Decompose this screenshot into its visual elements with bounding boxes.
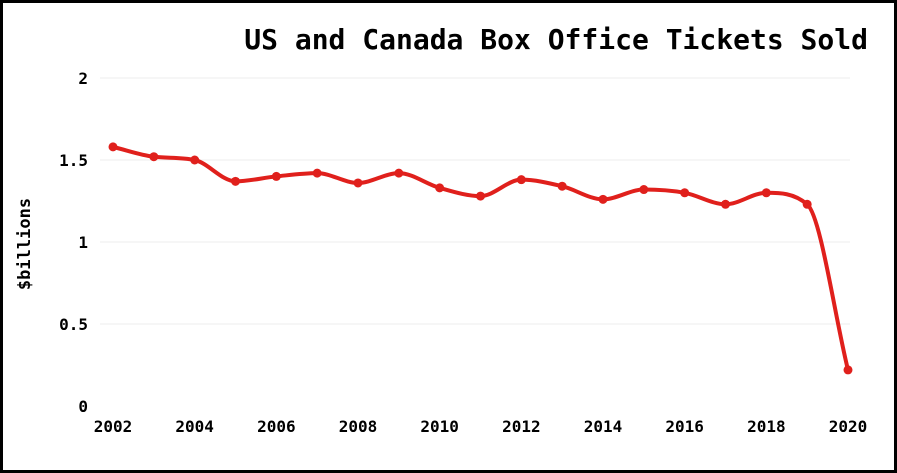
data-point-2003 bbox=[149, 152, 159, 162]
y-tick-labels: 0 0.5 1 1.5 2 bbox=[59, 69, 88, 416]
y-tick-0.5: 0.5 bbox=[59, 315, 88, 334]
data-point-2020 bbox=[843, 365, 853, 375]
x-tick-2018: 2018 bbox=[747, 417, 786, 436]
y-tick-0: 0 bbox=[78, 397, 88, 416]
data-point-2015 bbox=[639, 185, 649, 195]
x-tick-2004: 2004 bbox=[175, 417, 214, 436]
data-point-2009 bbox=[394, 168, 404, 178]
x-tick-2016: 2016 bbox=[665, 417, 704, 436]
y-tick-2: 2 bbox=[78, 69, 88, 88]
x-tick-2006: 2006 bbox=[257, 417, 296, 436]
data-point-2012 bbox=[516, 175, 526, 185]
chart-title: US and Canada Box Office Tickets Sold bbox=[244, 23, 868, 56]
x-tick-2014: 2014 bbox=[584, 417, 623, 436]
x-tick-2020: 2020 bbox=[829, 417, 868, 436]
data-point-2017 bbox=[721, 199, 730, 209]
data-point-2002 bbox=[108, 142, 118, 152]
series-line-0 bbox=[111, 144, 850, 372]
data-point-2014 bbox=[598, 194, 608, 204]
data-point-2008 bbox=[353, 178, 363, 188]
data-point-2019 bbox=[802, 199, 812, 209]
data-point-2013 bbox=[557, 181, 567, 191]
x-tick-2010: 2010 bbox=[420, 417, 459, 436]
data-point-2016 bbox=[680, 188, 690, 198]
y-tick-1: 1 bbox=[78, 233, 88, 252]
x-tick-2008: 2008 bbox=[339, 417, 378, 436]
data-point-2006 bbox=[271, 171, 281, 181]
data-point-2007 bbox=[312, 168, 322, 178]
data-point-2004 bbox=[190, 155, 200, 165]
data-point-2010 bbox=[435, 183, 445, 193]
data-point-2005 bbox=[231, 176, 240, 186]
x-tick-2012: 2012 bbox=[502, 417, 541, 436]
gridlines bbox=[100, 77, 850, 325]
x-tick-labels: 2002 2004 2006 2008 2010 2012 2014 2016 2018 2020 bbox=[94, 417, 868, 436]
data-point-2018 bbox=[761, 188, 771, 198]
series-layer bbox=[108, 142, 853, 375]
x-tick-2002: 2002 bbox=[94, 417, 133, 436]
data-point-2011 bbox=[476, 191, 485, 201]
y-tick-1.5: 1.5 bbox=[59, 151, 88, 170]
